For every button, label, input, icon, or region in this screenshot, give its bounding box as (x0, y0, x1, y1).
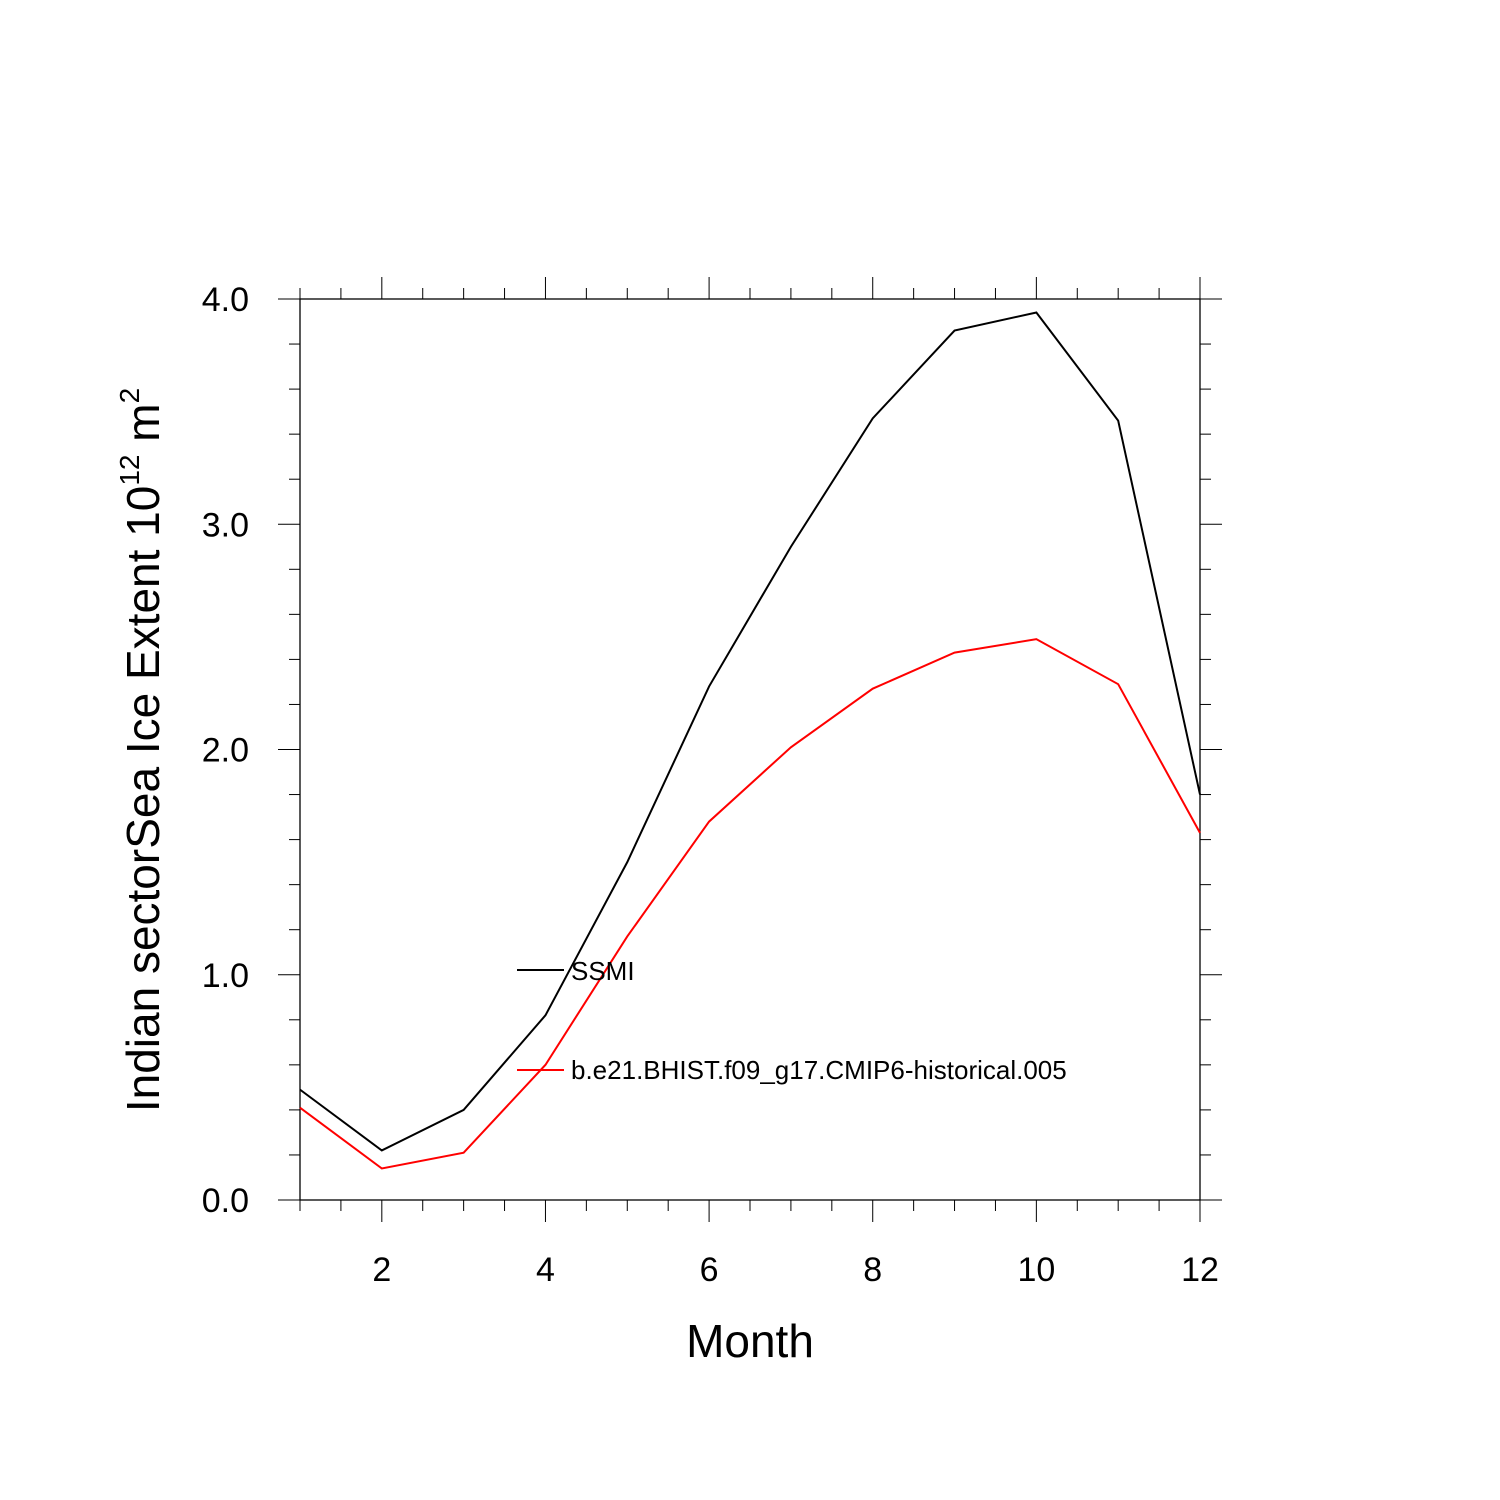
tick-labels: 2 4 6 8 10 12 0.0 1.0 2.0 3.0 4.0 (202, 281, 1219, 1289)
x-tick-label: 6 (700, 1251, 719, 1289)
series-line-ssmi (299, 311, 1201, 1152)
y-axis-title: Indian sectorSea Ice Extent 1012 m2 (114, 388, 169, 1112)
x-tick-label: 12 (1181, 1251, 1219, 1289)
axis-ticks (278, 277, 1222, 1222)
y-tick-label: 3.0 (202, 506, 249, 544)
y-axis-title-exponent: 12 (114, 455, 145, 486)
series-line-cmip6 (299, 638, 1201, 1170)
x-tick-label: 10 (1017, 1251, 1055, 1289)
y-tick-label: 1.0 (202, 957, 249, 995)
legend-label-ssmi: SSMI (571, 956, 635, 986)
series-layer (299, 311, 1201, 1170)
x-axis-title: Month (686, 1315, 814, 1367)
y-axis-title-main: Indian sectorSea Ice Extent 10 (117, 486, 169, 1113)
y-tick-label: 4.0 (202, 281, 249, 319)
y-tick-label: 2.0 (202, 732, 249, 770)
x-tick-label: 2 (372, 1251, 391, 1289)
x-tick-label: 8 (863, 1251, 882, 1289)
legend-label-cmip6: b.e21.BHIST.f09_g17.CMIP6-historical.005 (571, 1055, 1067, 1085)
y-axis-title-unit-exponent: 2 (114, 388, 145, 404)
y-axis-title-unit: m (117, 403, 169, 454)
y-tick-label: 0.0 (202, 1182, 249, 1220)
x-tick-label: 4 (536, 1251, 555, 1289)
legend: SSMI b.e21.BHIST.f09_g17.CMIP6-historica… (517, 956, 1067, 1085)
